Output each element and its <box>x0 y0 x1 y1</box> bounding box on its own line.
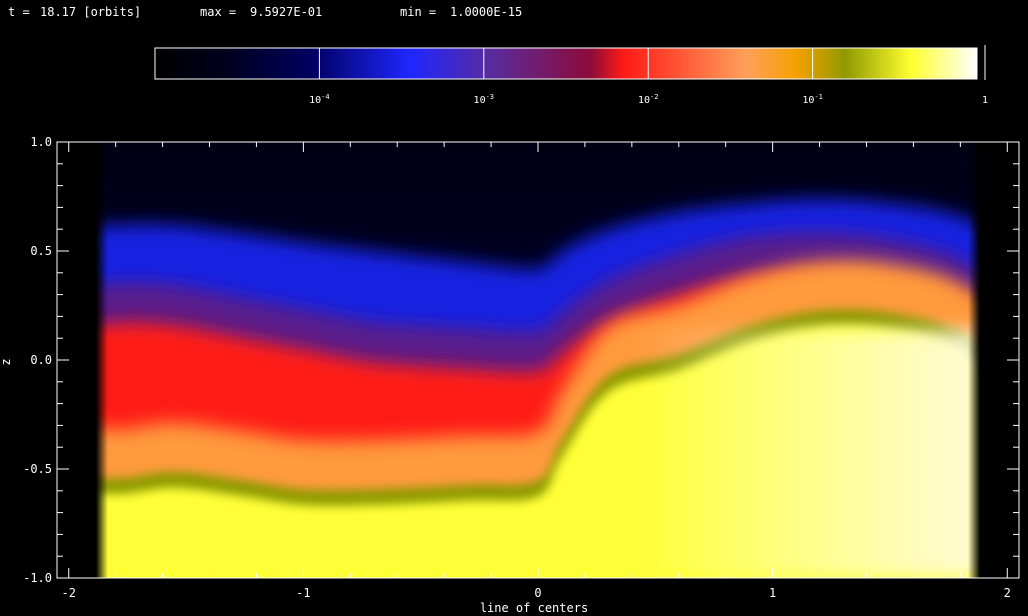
x-tick-label: 2 <box>1004 586 1011 600</box>
colorbar-tick-label: 10-3 <box>474 93 494 106</box>
time-value: 18.17 [orbits] <box>40 5 141 19</box>
right-bright-region <box>640 330 980 578</box>
colorbar: 10-4 10-3 10-2 10-1 1 <box>154 45 988 106</box>
axes: -2 -1 0 1 2 -1.0 -0.5 0.0 0.5 1.0 line of center… <box>0 135 1020 615</box>
x-axis: -2 -1 0 1 2 <box>62 142 1011 600</box>
y-tick-label: 1.0 <box>30 135 52 149</box>
y-axis-label: z <box>0 358 13 365</box>
y-tick-label: -0.5 <box>23 462 52 476</box>
heatmap-field <box>96 142 980 578</box>
x-tick-label: -1 <box>296 586 310 600</box>
y-axis: -1.0 -0.5 0.0 0.5 1.0 <box>23 135 1019 585</box>
min-value: 1.0000E-15 <box>450 5 522 19</box>
header: t = 18.17 [orbits] max = 9.5927E-01 min … <box>8 5 522 19</box>
colorbar-frame <box>154 47 978 80</box>
colorbar-tick-label: 1 <box>982 95 988 106</box>
y-tick-label: 0.5 <box>30 244 52 258</box>
colorbar-gradient <box>155 48 977 79</box>
left-edge-fade <box>96 142 108 578</box>
max-label: max = <box>200 5 236 19</box>
time-label: t = <box>8 5 30 19</box>
x-tick-label: 1 <box>769 586 776 600</box>
x-tick-label: 0 <box>534 586 541 600</box>
max-value: 9.5927E-01 <box>250 5 322 19</box>
colorbar-tick-labels: 10-4 10-3 10-2 10-1 1 <box>309 93 988 106</box>
y-tick-label: -1.0 <box>23 571 52 585</box>
x-axis-label: line of centers <box>480 601 588 615</box>
right-edge-fade <box>968 142 980 578</box>
y-tick-label: 0.0 <box>30 353 52 367</box>
min-label: min = <box>400 5 436 19</box>
colorbar-tick-label: 10-4 <box>309 93 329 106</box>
x-tick-label: -2 <box>62 586 76 600</box>
colorbar-tick-label: 10-2 <box>638 93 658 106</box>
colorbar-ticks <box>318 48 814 79</box>
colorbar-tick-label: 10-1 <box>802 93 822 106</box>
